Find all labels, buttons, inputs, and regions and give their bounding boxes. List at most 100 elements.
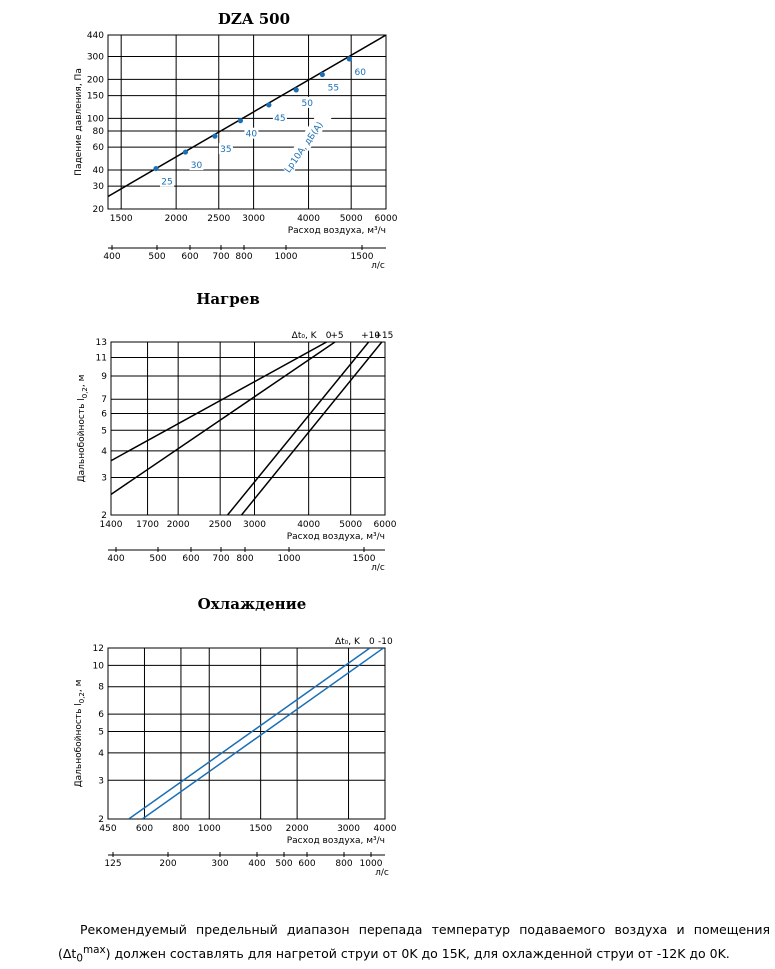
secondary-tick-label: 300 — [211, 859, 228, 869]
y-tick-label: 7 — [101, 395, 107, 405]
y-tick-label: 2 — [98, 815, 104, 825]
x-tick-label: 3000 — [242, 214, 265, 224]
data-marker — [153, 166, 158, 171]
secondary-axis-label: л/с — [371, 563, 385, 573]
marker-label: 35 — [220, 145, 231, 155]
y-tick-label: 150 — [87, 92, 104, 102]
plot-frame — [108, 648, 385, 819]
x-tick-label: 6000 — [375, 214, 398, 224]
plot-frame — [108, 35, 386, 209]
secondary-tick-label: 700 — [212, 252, 229, 262]
x-tick-label: 1000 — [198, 824, 221, 834]
secondary-tick-label: 600 — [182, 554, 199, 564]
data-marker — [212, 134, 217, 139]
series-line — [142, 648, 383, 819]
x-tick-label: 4000 — [374, 824, 397, 834]
footnote-sup: max — [83, 944, 106, 956]
y-axis-label-sub: 0,2 — [78, 692, 86, 703]
series-line — [111, 342, 327, 461]
series-label: +15 — [374, 331, 393, 341]
marker-label: 55 — [328, 84, 339, 94]
x-axis-label: Расход воздуха, м³/ч — [288, 226, 386, 236]
secondary-tick-label: 400 — [107, 554, 124, 564]
series-line — [108, 35, 386, 196]
x-tick-label: 450 — [99, 824, 116, 834]
secondary-tick-label: 500 — [148, 252, 165, 262]
data-marker — [238, 118, 243, 123]
y-axis-label: Дальнобойность l0,2, м — [74, 680, 86, 788]
series-label: -10 — [378, 637, 393, 647]
data-marker — [347, 56, 352, 61]
series-line — [242, 342, 382, 515]
x-tick-label: 4000 — [297, 214, 320, 224]
y-axis-label: Дальнобойность l0,2, м — [77, 375, 89, 483]
y-tick-label: 200 — [87, 75, 104, 85]
legend-title: Δt₀, K — [292, 331, 318, 341]
x-tick-label: 1700 — [136, 520, 159, 530]
footnote: Рекомендуемый предельный диапазон перепа… — [58, 919, 770, 969]
curve-annotation: Lp10A, дБ(A) — [283, 120, 325, 175]
x-axis-label: Расход воздуха, м³/ч — [287, 836, 385, 846]
secondary-tick-label: 800 — [236, 554, 253, 564]
y-axis-label: Падение давления, Па — [74, 68, 84, 176]
x-tick-label: 800 — [172, 824, 189, 834]
secondary-tick-label: 400 — [248, 859, 265, 869]
secondary-tick-label: 1000 — [275, 252, 298, 262]
y-tick-label: 30 — [93, 182, 105, 192]
secondary-tick-label: 600 — [298, 859, 315, 869]
y-tick-label: 13 — [96, 338, 107, 348]
chart-3: Охлаждение 450 600 800 1000 1500 2000 3000 4000 2… — [74, 595, 397, 878]
y-tick-label: 4 — [101, 447, 107, 457]
x-tick-label: 2000 — [167, 520, 190, 530]
chart-title: Нагрев — [196, 290, 260, 308]
secondary-tick-label: 500 — [149, 554, 166, 564]
y-tick-label: 80 — [93, 127, 105, 137]
data-marker — [183, 149, 188, 154]
y-tick-label: 300 — [87, 53, 104, 63]
chart-title: DZA 500 — [218, 10, 290, 28]
data-marker — [320, 72, 325, 77]
series-label: +5 — [330, 331, 343, 341]
secondary-tick-label: 600 — [181, 252, 198, 262]
y-axis-label-sub: 0,2 — [81, 387, 89, 398]
y-tick-label: 4 — [98, 749, 104, 759]
x-tick-label: 3000 — [243, 520, 266, 530]
y-tick-label: 8 — [98, 683, 104, 693]
series-line — [111, 342, 335, 494]
y-tick-label: 3 — [98, 776, 104, 786]
legend-title: Δt₀, K — [335, 637, 361, 647]
x-tick-label: 3000 — [337, 824, 360, 834]
data-marker — [294, 87, 299, 92]
y-tick-label: 12 — [93, 644, 104, 654]
y-axis-label-unit: , м — [77, 375, 87, 388]
x-tick-label: 6000 — [374, 520, 397, 530]
y-tick-label: 9 — [101, 372, 107, 382]
footnote-text-after: ) должен составлять для нагретой струи о… — [106, 946, 730, 961]
secondary-tick-label: 125 — [104, 859, 121, 869]
x-tick-label: 2000 — [286, 824, 309, 834]
x-tick-label: 1500 — [249, 824, 272, 834]
y-tick-label: 10 — [93, 661, 105, 671]
y-tick-label: 2 — [101, 511, 107, 521]
secondary-tick-label: 800 — [335, 859, 352, 869]
data-marker — [266, 102, 271, 107]
marker-label: 40 — [246, 130, 258, 140]
marker-label: 60 — [355, 68, 367, 78]
marker-label: 25 — [161, 178, 172, 188]
chart-title: Охлаждение — [198, 595, 307, 613]
secondary-tick-label: 400 — [103, 252, 120, 262]
y-tick-label: 6 — [101, 409, 107, 419]
x-tick-label: 2500 — [209, 520, 232, 530]
x-tick-label: 600 — [136, 824, 153, 834]
secondary-tick-label: 1000 — [278, 554, 301, 564]
x-tick-label: 4000 — [297, 520, 320, 530]
x-tick-label: 1400 — [100, 520, 123, 530]
y-tick-label: 5 — [98, 728, 104, 738]
marker-label: 50 — [301, 99, 313, 109]
footnote-sub: 0 — [76, 952, 83, 964]
x-tick-label: 2500 — [207, 214, 230, 224]
y-tick-label: 40 — [93, 166, 105, 176]
